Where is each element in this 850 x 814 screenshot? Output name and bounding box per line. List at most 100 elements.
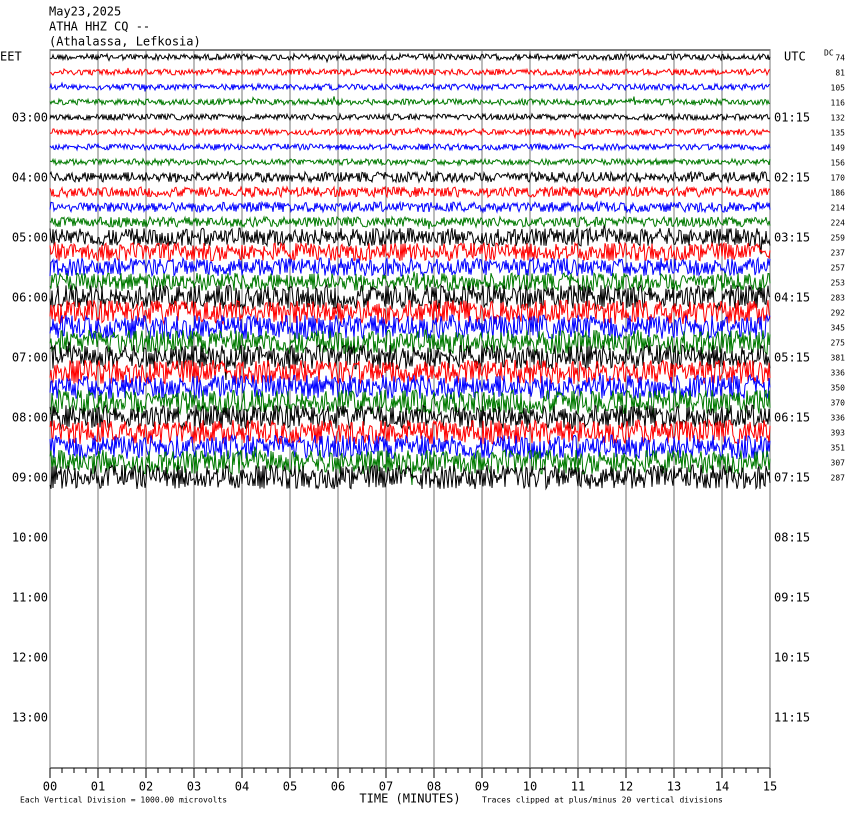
dc-title: DC [824,49,834,58]
utc-label: 01:15 [774,111,810,125]
dc-value: 186 [831,189,846,198]
x-tick-label: 03 [187,780,201,794]
trace [49,96,771,107]
eet-label: 05:00 [12,231,48,245]
trace [49,404,771,431]
trace [49,359,771,386]
trace [49,373,771,401]
x-tick-label: 08 [427,780,441,794]
trace [49,200,771,214]
eet-label: 10:00 [12,531,48,545]
left-axis-title: EET [0,50,22,64]
dc-value: 149 [831,144,846,153]
trace [49,185,771,199]
x-tick-label: 13 [667,780,681,794]
x-tick-label: 04 [235,780,249,794]
utc-label: 05:15 [774,351,810,365]
dc-value: 253 [831,279,846,288]
dc-value: 336 [831,414,846,423]
trace [49,215,771,230]
eet-label: 13:00 [12,711,48,725]
x-tick-label: 09 [475,780,489,794]
utc-label: 02:15 [774,171,810,185]
x-tick-label: 10 [523,780,537,794]
dc-value: 105 [831,84,846,93]
trace [49,81,771,92]
dc-value: 74 [835,54,845,63]
utc-label: 09:15 [774,591,810,605]
trace [49,225,771,255]
utc-label: 04:15 [774,291,810,305]
dc-value: 170 [831,174,846,183]
utc-label: 08:15 [774,531,810,545]
header-line: ATHA HHZ CQ -- [49,20,150,34]
utc-label: 11:15 [774,711,810,725]
x-tick-label: 02 [139,780,153,794]
eet-label: 03:00 [12,111,48,125]
x-tick-label: 01 [91,780,105,794]
x-tick-label: 15 [763,780,777,794]
dc-value: 132 [831,114,846,123]
dc-value: 237 [831,249,846,258]
utc-label: 06:15 [774,411,810,425]
utc-label: 03:15 [774,231,810,245]
dc-value: 336 [831,369,846,378]
header-line: (Athalassa, Lefkosia) [49,35,201,49]
dc-value: 307 [831,459,846,468]
dc-value: 345 [831,324,846,333]
dc-value: 214 [831,204,846,213]
dc-value: 350 [831,384,846,393]
trace [49,388,771,416]
trace [49,463,771,491]
dc-value: 156 [831,159,846,168]
eet-label: 11:00 [12,591,48,605]
dc-value: 381 [831,354,846,363]
trace [49,313,771,345]
trace [49,341,771,381]
eet-label: 09:00 [12,471,48,485]
x-tick-label: 05 [283,780,297,794]
trace [49,271,771,293]
eet-label: 12:00 [12,651,48,665]
x-tick-label: 11 [571,780,585,794]
dc-value: 393 [831,429,846,438]
x-tick-label: 07 [379,780,393,794]
dc-value: 257 [831,264,846,273]
scale-note: Each Vertical Division = 1000.00 microvo… [20,796,227,805]
x-tick-label: 14 [715,780,729,794]
dc-value: 370 [831,399,846,408]
trace [49,256,771,278]
eet-label: 08:00 [12,411,48,425]
dc-value: 351 [831,444,846,453]
utc-label: 10:15 [774,651,810,665]
trace [49,67,771,77]
trace [50,127,771,140]
eet-label: 07:00 [12,351,48,365]
x-tick-label: 12 [619,780,633,794]
clip-note: Traces clipped at plus/minus 20 vertical… [482,796,723,805]
trace [49,142,771,152]
dc-value: 283 [831,294,846,303]
header-line: May23,2025 [49,5,121,19]
dc-value: 81 [835,69,845,78]
x-tick-label: 00 [43,780,57,794]
utc-label: 07:15 [774,471,810,485]
trace [49,52,771,64]
trace [49,446,771,486]
x-axis-title: TIME (MINUTES) [359,792,460,806]
trace [49,112,771,122]
dc-value: 287 [831,474,846,483]
dc-value: 292 [831,309,846,318]
right-axis-title: UTC [784,50,806,64]
dc-value: 259 [831,234,846,243]
dc-value: 224 [831,219,846,228]
eet-label: 06:00 [12,291,48,305]
trace [49,170,771,184]
trace [49,329,771,356]
dc-value: 135 [831,129,846,138]
dc-value: 116 [831,99,846,108]
dc-value: 275 [831,339,846,348]
x-tick-label: 06 [331,780,345,794]
